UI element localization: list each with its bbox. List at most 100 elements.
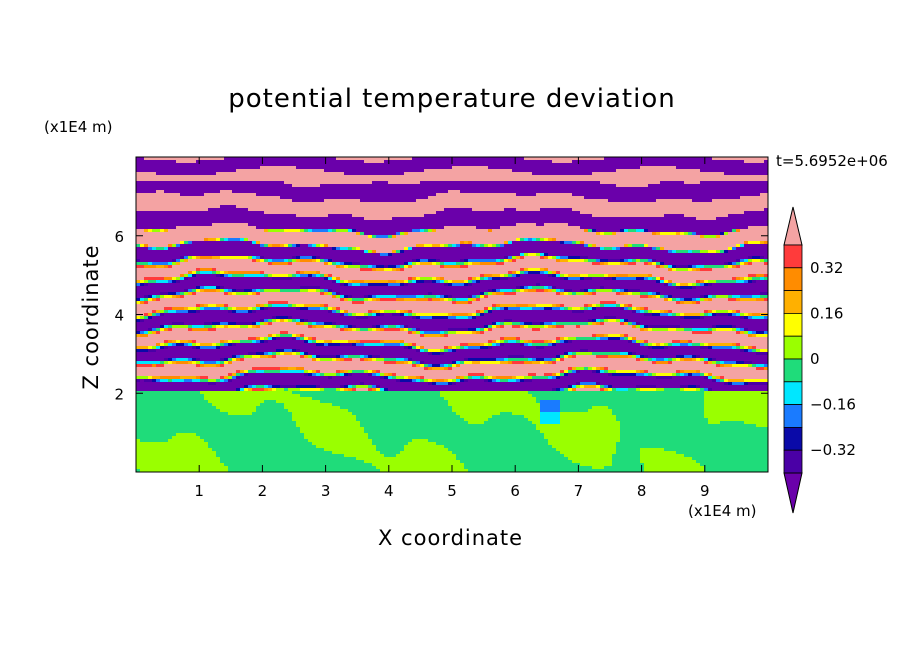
heatmap-cell — [656, 211, 660, 214]
heatmap-cell — [200, 196, 204, 199]
heatmap-cell — [700, 169, 704, 172]
heatmap-cell — [288, 223, 292, 226]
heatmap-cell — [404, 247, 408, 250]
heatmap-cell — [212, 181, 216, 184]
heatmap-cell — [444, 223, 448, 226]
heatmap-cell — [244, 244, 248, 247]
heatmap-cell — [368, 205, 372, 208]
heatmap-cell — [352, 157, 356, 160]
heatmap-cell — [764, 217, 768, 220]
heatmap-cell — [332, 250, 336, 253]
heatmap-cell — [324, 190, 328, 193]
heatmap-cell — [284, 160, 288, 163]
heatmap-cell — [620, 184, 624, 187]
heatmap-cell — [268, 181, 272, 184]
heatmap-cell — [388, 247, 392, 250]
heatmap-cell — [752, 211, 756, 214]
heatmap-cell — [536, 196, 540, 199]
heatmap-cell — [348, 244, 352, 247]
heatmap-cell — [208, 196, 212, 199]
heatmap-cell — [760, 211, 764, 214]
heatmap-cell — [316, 181, 320, 184]
heatmap-cell — [436, 190, 440, 193]
heatmap-cell — [296, 211, 300, 214]
heatmap-cell — [652, 163, 656, 166]
heatmap-cell — [288, 157, 292, 160]
heatmap-cell — [520, 241, 524, 244]
heatmap-cell — [580, 241, 584, 244]
heatmap-cell — [588, 235, 592, 238]
heatmap-cell — [332, 247, 336, 250]
heatmap-cell — [576, 226, 580, 229]
heatmap-cell — [372, 160, 376, 163]
heatmap-cell — [456, 163, 460, 166]
heatmap-cell — [388, 181, 392, 184]
heatmap-cell — [632, 244, 636, 247]
heatmap-cell — [364, 205, 368, 208]
heatmap-cell — [332, 202, 336, 205]
heatmap-cell — [668, 175, 672, 178]
heatmap-cell — [280, 223, 284, 226]
heatmap-cell — [384, 196, 388, 199]
heatmap-cell — [352, 235, 356, 238]
heatmap-cell — [348, 178, 352, 181]
heatmap-cell — [192, 196, 196, 199]
heatmap-cell — [568, 187, 572, 190]
heatmap-cell — [296, 199, 300, 202]
heatmap-cell — [644, 226, 648, 229]
heatmap-cell — [180, 244, 184, 247]
heatmap-cell — [208, 226, 212, 229]
heatmap-cell — [516, 160, 520, 163]
heatmap-cell — [224, 238, 228, 241]
heatmap-cell — [608, 163, 612, 166]
heatmap-cell — [140, 184, 144, 187]
heatmap-cell — [176, 244, 180, 247]
heatmap-cell — [544, 160, 548, 163]
heatmap-cell — [556, 205, 560, 208]
heatmap-cell — [152, 175, 156, 178]
heatmap-cell — [496, 175, 500, 178]
heatmap-cell — [144, 193, 148, 196]
heatmap-cell — [752, 214, 756, 217]
heatmap-cell — [760, 160, 764, 163]
heatmap-cell — [336, 166, 340, 169]
heatmap-cell — [564, 190, 568, 193]
heatmap-cell — [736, 247, 740, 250]
heatmap-cell — [708, 166, 712, 169]
heatmap-cell — [316, 220, 320, 223]
heatmap-cell — [212, 238, 216, 241]
heatmap-cell — [392, 247, 396, 250]
heatmap-cell — [620, 229, 624, 232]
heatmap-cell — [312, 202, 316, 205]
heatmap-cell — [216, 226, 220, 229]
heatmap-cell — [152, 226, 156, 229]
heatmap-cell — [484, 205, 488, 208]
heatmap-cell — [496, 160, 500, 163]
heatmap-cell — [200, 223, 204, 226]
heatmap-cell — [252, 247, 256, 250]
heatmap-cell — [548, 244, 552, 247]
heatmap-cell — [540, 220, 544, 223]
heatmap-cell — [660, 205, 664, 208]
heatmap-cell — [256, 190, 260, 193]
heatmap-cell — [300, 208, 304, 211]
heatmap-cell — [736, 172, 740, 175]
heatmap-cell — [240, 217, 244, 220]
heatmap-cell — [716, 190, 720, 193]
heatmap-cell — [248, 187, 252, 190]
heatmap-cell — [316, 250, 320, 253]
heatmap-cell — [324, 247, 328, 250]
heatmap-cell — [712, 172, 716, 175]
heatmap-cell — [196, 190, 200, 193]
heatmap-cell — [396, 202, 400, 205]
heatmap-cell — [716, 226, 720, 229]
heatmap-cell — [604, 235, 608, 238]
heatmap-cell — [232, 166, 236, 169]
heatmap-cell — [400, 199, 404, 202]
heatmap-cell — [616, 184, 620, 187]
heatmap-cell — [240, 250, 244, 253]
heatmap-cell — [412, 193, 416, 196]
heatmap-cell — [280, 241, 284, 244]
heatmap-cell — [264, 175, 268, 178]
heatmap-cell — [540, 190, 544, 193]
